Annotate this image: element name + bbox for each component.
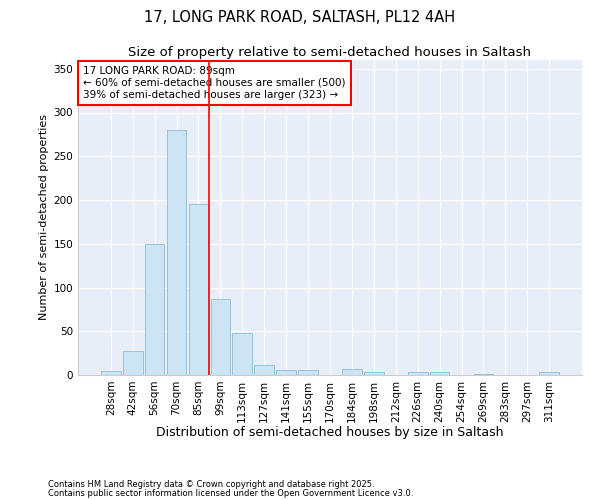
Bar	[188, 204, 208, 375]
Bar	[539, 372, 559, 375]
Text: 17, LONG PARK ROAD, SALTASH, PL12 4AH: 17, LONG PARK ROAD, SALTASH, PL12 4AH	[145, 10, 455, 25]
Bar	[342, 369, 362, 375]
Bar	[430, 372, 449, 375]
Text: 17 LONG PARK ROAD: 89sqm
← 60% of semi-detached houses are smaller (500)
39% of : 17 LONG PARK ROAD: 89sqm ← 60% of semi-d…	[83, 66, 346, 100]
Bar	[473, 374, 493, 375]
Bar	[232, 333, 252, 375]
Bar	[408, 372, 428, 375]
Bar	[254, 364, 274, 375]
Text: Contains public sector information licensed under the Open Government Licence v3: Contains public sector information licen…	[48, 488, 413, 498]
Bar	[123, 350, 143, 375]
X-axis label: Distribution of semi-detached houses by size in Saltash: Distribution of semi-detached houses by …	[156, 426, 504, 439]
Bar	[167, 130, 187, 375]
Bar	[101, 370, 121, 375]
Text: Contains HM Land Registry data © Crown copyright and database right 2025.: Contains HM Land Registry data © Crown c…	[48, 480, 374, 489]
Bar	[364, 372, 384, 375]
Bar	[145, 244, 164, 375]
Bar	[276, 370, 296, 375]
Y-axis label: Number of semi-detached properties: Number of semi-detached properties	[39, 114, 49, 320]
Bar	[211, 299, 230, 375]
Title: Size of property relative to semi-detached houses in Saltash: Size of property relative to semi-detach…	[128, 46, 532, 59]
Bar	[298, 370, 318, 375]
